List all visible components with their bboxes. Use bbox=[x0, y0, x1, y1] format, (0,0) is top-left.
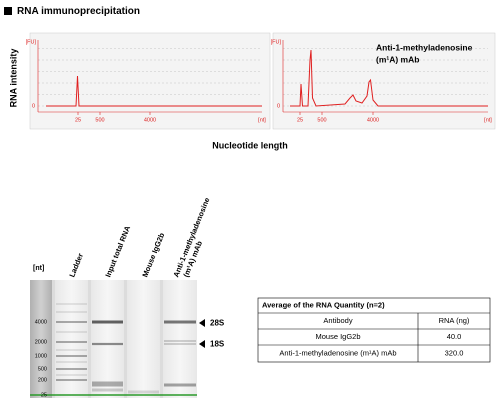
gel-lane bbox=[91, 280, 124, 398]
gel-band bbox=[56, 321, 87, 323]
gel-lane bbox=[55, 280, 88, 398]
table-cell: 320.0 bbox=[445, 348, 464, 357]
gel-band bbox=[56, 311, 87, 313]
gel-marker-label: 4000 bbox=[35, 319, 47, 325]
trace bbox=[46, 75, 262, 107]
lane-label: Mouse IgG2b bbox=[140, 231, 166, 278]
y-axis-label: RNA intensity bbox=[8, 49, 18, 108]
gel-band bbox=[164, 383, 196, 387]
gel-band bbox=[92, 342, 123, 346]
gel-band bbox=[128, 390, 159, 394]
x-tick-label: 25 bbox=[297, 117, 303, 123]
panel-frame bbox=[272, 32, 496, 130]
band-label: 28S bbox=[210, 319, 225, 328]
gel-band bbox=[56, 341, 87, 343]
band-label: 18S bbox=[210, 340, 225, 349]
gel-marker-lane bbox=[30, 280, 52, 398]
table-cell: Anti-1-methyladenosine (m¹A) mAb bbox=[279, 348, 396, 357]
table-header: Antibody bbox=[323, 316, 352, 325]
gel-band bbox=[56, 379, 87, 381]
lane-label: Input total RNA bbox=[103, 224, 132, 279]
x-unit: [nt] bbox=[484, 117, 492, 123]
x-tick-label: 500 bbox=[317, 117, 326, 123]
x-tick-label: 4000 bbox=[144, 117, 156, 123]
trace bbox=[290, 49, 488, 107]
y-tick-label: 0 bbox=[32, 103, 35, 109]
y-tick-label: 0 bbox=[277, 103, 280, 109]
title-square bbox=[4, 7, 12, 15]
gel-marker-label: 25 bbox=[41, 392, 47, 398]
arrow bbox=[199, 319, 205, 327]
x-tick-label: 500 bbox=[95, 117, 104, 123]
gel-band bbox=[56, 331, 87, 333]
table-frame bbox=[257, 297, 491, 363]
x-axis-label: Nucleotide length bbox=[212, 140, 288, 150]
gel-band bbox=[164, 320, 196, 324]
y-unit: [FU] bbox=[271, 39, 282, 45]
gel-band bbox=[56, 349, 87, 351]
gel-band bbox=[164, 340, 196, 342]
gel-marker-label: 1000 bbox=[35, 353, 47, 359]
gel-lane bbox=[163, 280, 197, 398]
gel-marker-label: 200 bbox=[38, 377, 47, 383]
gel-band bbox=[164, 343, 196, 345]
figure-title: RNA immunoprecipitation bbox=[17, 6, 140, 17]
table-cell: 40.0 bbox=[447, 332, 462, 341]
table-header: RNA (ng) bbox=[439, 316, 470, 325]
gel-band bbox=[56, 374, 87, 376]
gel-lane bbox=[127, 280, 160, 398]
table-cell: Mouse IgG2b bbox=[315, 332, 360, 341]
gel-band bbox=[56, 361, 87, 363]
x-unit: [nt] bbox=[258, 117, 266, 123]
y-unit: [FU] bbox=[26, 39, 37, 45]
gel-band bbox=[56, 355, 87, 357]
x-tick-label: 4000 bbox=[367, 117, 379, 123]
gel-band bbox=[92, 388, 123, 392]
gel-band bbox=[56, 368, 87, 370]
gel-band bbox=[92, 381, 123, 387]
x-tick-label: 25 bbox=[75, 117, 81, 123]
panel-label: Anti-1-methyladenosine bbox=[376, 42, 473, 52]
gel-band bbox=[92, 320, 123, 324]
lane-label: Ladder bbox=[67, 252, 85, 279]
gel-marker-label: 500 bbox=[38, 366, 47, 372]
panel-label: (m¹A) mAb bbox=[376, 54, 419, 64]
gel-marker-label: 2000 bbox=[35, 339, 47, 345]
arrow bbox=[199, 340, 205, 348]
table-title: Average of the RNA Quantity (n=2) bbox=[262, 300, 385, 309]
gel-unit: [nt] bbox=[33, 265, 44, 272]
gel-band bbox=[56, 303, 87, 305]
